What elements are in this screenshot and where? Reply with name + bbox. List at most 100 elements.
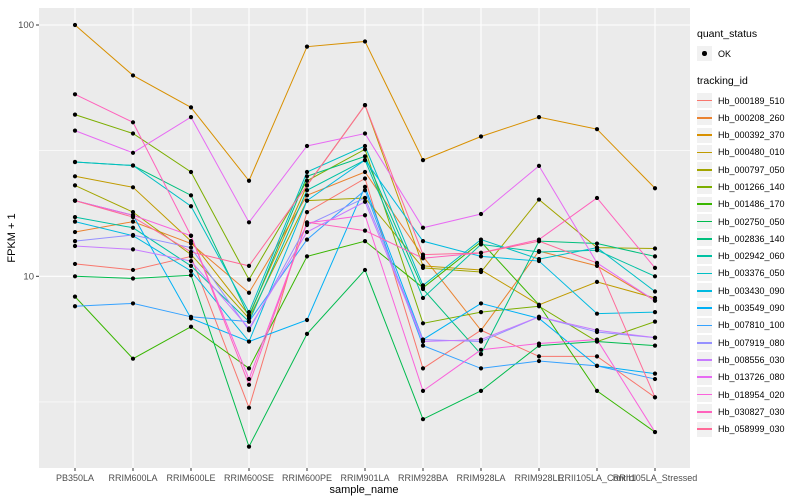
data-point: [362, 184, 368, 189]
data-point: [188, 249, 194, 255]
data-point: [246, 444, 252, 449]
data-point: [362, 143, 368, 149]
legend-item-label: Hb_000392_370: [718, 130, 785, 141]
x-axis-title: sample_name: [329, 484, 399, 496]
legend-item-label: Hb_058999_030: [718, 424, 785, 435]
data-point: [304, 198, 310, 203]
data-point: [420, 321, 426, 326]
data-point: [130, 301, 136, 306]
data-point: [478, 134, 484, 139]
legend-item-label: Hb_002942_060: [718, 251, 785, 262]
legend-section-tracking-id: tracking_id Hb_000189_510 Hb_000208_260 Hb…: [697, 75, 785, 437]
legend-item: Hb_000189_510: [697, 93, 785, 108]
legend-item: Hb_000392_370: [697, 127, 785, 143]
data-point: [478, 269, 484, 275]
line-swatch-icon: [697, 289, 712, 292]
data-point: [536, 197, 542, 202]
data-point: [130, 225, 136, 230]
point-symbol-icon: [702, 51, 707, 56]
data-point: [130, 247, 136, 252]
data-point: [594, 241, 600, 246]
legend-item-label: Hb_008556_030: [718, 354, 785, 365]
legend-title-quant-status: quant_status: [697, 28, 758, 40]
data-point: [652, 274, 658, 279]
legend-item-label: Hb_013726_080: [718, 372, 785, 383]
x-tick-label: RRIM600SE: [224, 473, 274, 483]
data-point: [420, 388, 426, 393]
data-point: [130, 267, 136, 273]
data-point: [594, 245, 600, 250]
legend-section-quant-status: quant_status OK: [697, 28, 785, 61]
legend-item-label: Hb_003549_090: [718, 303, 785, 314]
x-tick-label: RRIM928LE: [514, 473, 563, 483]
data-point: [536, 358, 542, 364]
data-point: [420, 366, 426, 371]
data-point: [246, 310, 252, 315]
data-point: [362, 154, 368, 159]
data-point: [362, 199, 368, 204]
data-point: [652, 429, 658, 435]
data-point: [72, 198, 78, 203]
data-point: [188, 324, 194, 329]
data-point: [130, 215, 136, 220]
data-point: [188, 204, 194, 209]
x-tick-label: RRIM600PE: [282, 473, 332, 483]
data-point: [478, 250, 484, 255]
line-swatch-icon: [697, 376, 712, 379]
data-point: [130, 73, 136, 78]
data-point: [362, 267, 368, 273]
legend-item: Hb_002750_050: [697, 214, 785, 230]
legend-item: Hb_007919_080: [697, 335, 785, 351]
data-point: [652, 254, 658, 259]
data-point: [188, 169, 194, 175]
data-point: [246, 263, 252, 268]
line-swatch-icon: [697, 220, 712, 223]
data-point: [72, 274, 78, 279]
line-swatch-icon: [697, 272, 712, 275]
legend-key-box: [697, 144, 712, 160]
data-point: [362, 169, 368, 175]
data-point: [362, 158, 368, 163]
data-point: [594, 195, 600, 201]
data-point: [246, 339, 252, 344]
data-point: [304, 169, 310, 175]
legend-key-box: [697, 404, 712, 420]
legend-item-label: Hb_003430_090: [718, 285, 785, 296]
data-point: [362, 103, 368, 108]
legend-item-label: Hb_000208_260: [718, 112, 785, 123]
legend-item: Hb_003430_090: [697, 283, 785, 299]
data-point: [246, 319, 252, 324]
data-point: [130, 150, 136, 155]
data-point: [420, 283, 426, 288]
data-points: [72, 22, 658, 449]
line-swatch-icon: [697, 307, 712, 309]
data-point: [72, 243, 78, 249]
data-point: [130, 356, 136, 361]
legend-item: Hb_013726_080: [697, 369, 785, 385]
data-point: [420, 256, 426, 261]
legend-item-label: Hb_003376_050: [718, 268, 785, 279]
data-point: [72, 229, 78, 235]
data-point: [246, 326, 252, 331]
data-point: [246, 405, 252, 410]
data-point: [536, 354, 542, 359]
data-point: [188, 268, 194, 274]
legend-item: Hb_003549_090: [697, 300, 785, 316]
data-point: [536, 258, 542, 264]
legend-item: Hb_002942_060: [697, 248, 785, 264]
legend-item-label: Hb_001266_140: [718, 181, 785, 192]
data-point: [594, 279, 600, 284]
legend-item-label: OK: [718, 48, 732, 59]
data-point: [246, 220, 252, 225]
data-point: [594, 354, 600, 359]
x-tick-label: RRIM901LA: [340, 473, 389, 483]
data-point: [652, 395, 658, 400]
legend-key-box: [697, 110, 712, 126]
data-point: [188, 273, 194, 278]
data-point: [478, 254, 484, 259]
data-point: [536, 115, 542, 120]
legend-item-label: Hb_001486_170: [718, 199, 785, 210]
legend-key-box: [697, 421, 712, 437]
